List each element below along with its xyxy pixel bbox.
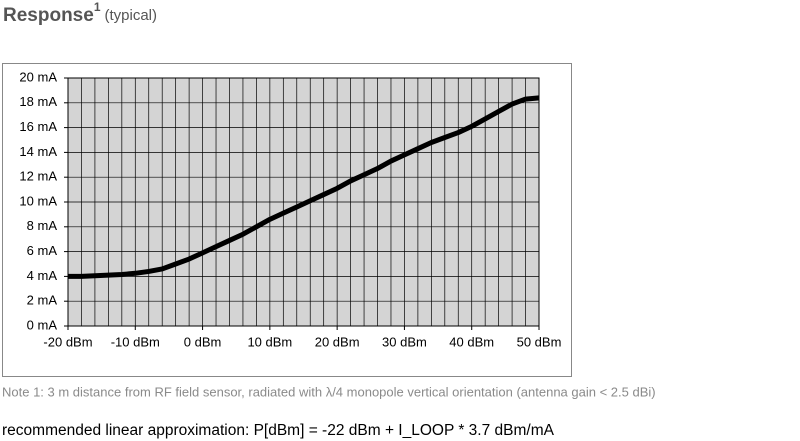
x-tick-label: 40 dBm bbox=[449, 334, 494, 349]
y-tick-label: 8 mA bbox=[27, 218, 58, 233]
x-tick-label: 10 dBm bbox=[247, 334, 292, 349]
y-tick-label: 20 mA bbox=[19, 69, 57, 84]
note: Note 1: 3 m distance from RF field senso… bbox=[2, 384, 656, 399]
title: Response1 (typical) bbox=[3, 0, 157, 26]
y-tick-label: 0 mA bbox=[27, 317, 58, 332]
x-tick-label: 30 dBm bbox=[382, 334, 427, 349]
y-tick-label: 18 mA bbox=[19, 94, 57, 109]
y-tick-label: 16 mA bbox=[19, 119, 57, 134]
x-tick-label: 0 dBm bbox=[184, 334, 222, 349]
y-tick-label: 14 mA bbox=[19, 144, 57, 159]
y-tick-label: 2 mA bbox=[27, 293, 58, 308]
x-tick-label: -20 dBm bbox=[43, 334, 92, 349]
formula: recommended linear approximation: P[dBm]… bbox=[2, 422, 555, 439]
title-suffix: (typical) bbox=[105, 7, 158, 24]
y-tick-label: 4 mA bbox=[27, 268, 58, 283]
x-tick-label: 20 dBm bbox=[315, 334, 360, 349]
line-series bbox=[68, 95, 540, 279]
x-tick-label: -10 dBm bbox=[111, 334, 160, 349]
title-sup: 1 bbox=[94, 0, 101, 14]
y-tick-label: 6 mA bbox=[27, 243, 58, 258]
title-main: Response bbox=[3, 5, 94, 26]
x-tick-label: 50 dBm bbox=[517, 334, 562, 349]
y-tick-label: 12 mA bbox=[19, 169, 57, 184]
y-tick-label: 10 mA bbox=[19, 193, 57, 208]
